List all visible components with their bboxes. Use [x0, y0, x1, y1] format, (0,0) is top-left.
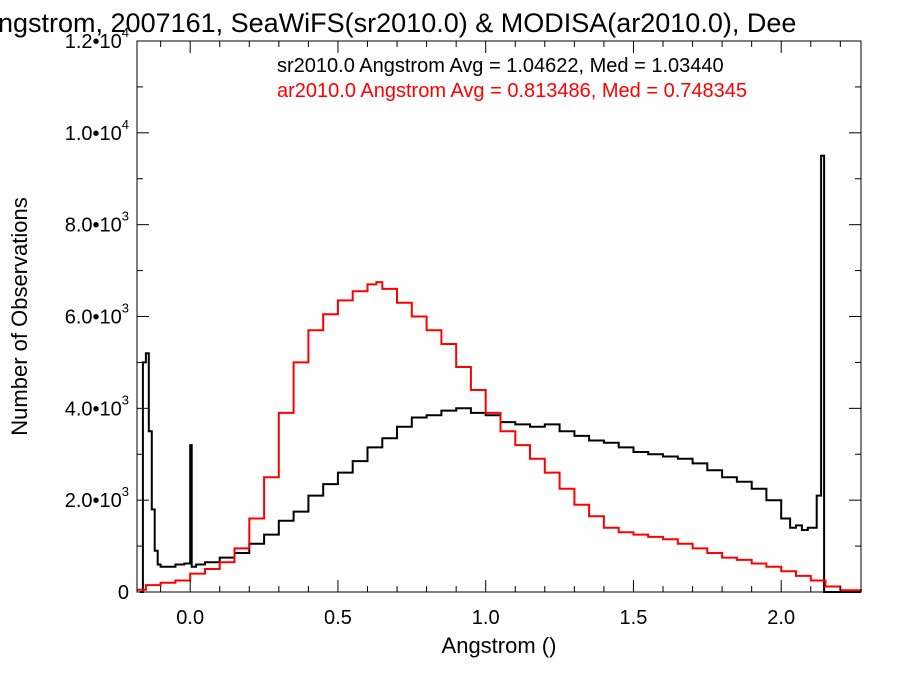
y-tick-label-6: 1.2•104	[65, 25, 129, 53]
y-tick-label-3: 6.0•103	[65, 301, 129, 329]
legend: sr2010.0 Angstrom Avg = 1.04622, Med = 1…	[277, 55, 747, 102]
x-tick-label-0: 0.0	[176, 607, 204, 629]
legend-entry-ar2010: ar2010.0 Angstrom Avg = 0.813486, Med = …	[277, 80, 747, 102]
x-axis-label: Angstrom ()	[442, 633, 557, 658]
chart-title: Angstrom, 2007161, SeaWiFS(sr2010.0) & M…	[0, 8, 796, 38]
x-tick-label-2: 1.0	[472, 607, 500, 629]
y-tick-label-1: 2.0•103	[65, 484, 129, 512]
legend-entry-sr2010: sr2010.0 Angstrom Avg = 1.04622, Med = 1…	[277, 55, 724, 77]
series-line-0	[140, 154, 861, 593]
y-axis-label: Number of Observations	[7, 197, 32, 435]
y-tick-label-4: 8.0•103	[65, 209, 129, 237]
x-tick-label-1: 0.5	[324, 607, 352, 629]
series-line-1	[137, 281, 862, 592]
x-tick-label-3: 1.5	[620, 607, 648, 629]
y-tick-label-2: 4.0•103	[65, 392, 129, 420]
x-tick-label-4: 2.0	[767, 607, 795, 629]
series-layer	[137, 154, 862, 593]
y-tick-label-0: 0	[118, 582, 129, 604]
y-tick-label-5: 1.0•104	[65, 117, 129, 145]
plot-frame	[136, 40, 862, 593]
tick-layer: 0.0 0.5 1.0 1.5 2.0 0 2.0•103 4.0•103 6.0•103 8.0…	[65, 25, 861, 629]
